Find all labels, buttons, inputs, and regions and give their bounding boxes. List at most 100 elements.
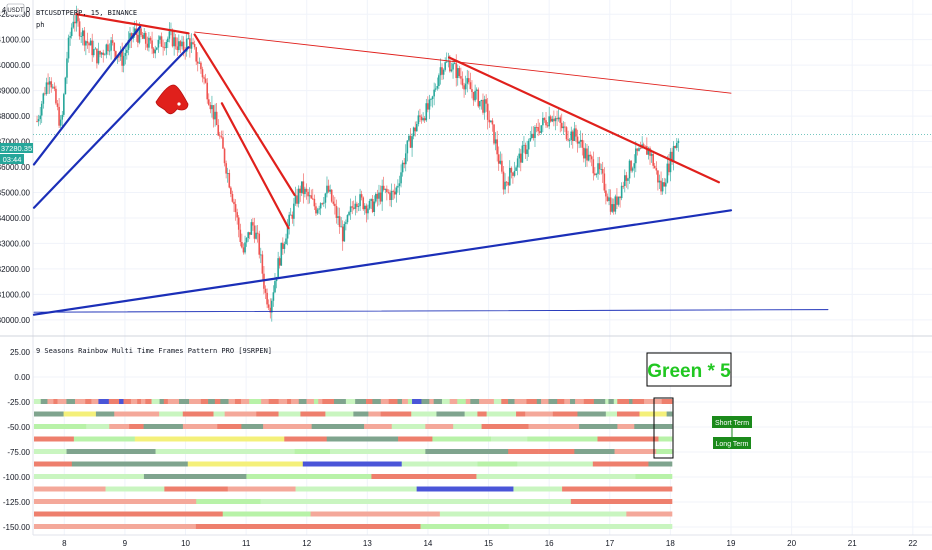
heatmap-cell <box>644 399 655 404</box>
candle-body <box>264 288 267 293</box>
candle-body <box>624 175 626 187</box>
heatmap-cell <box>66 399 76 404</box>
candle-body <box>209 104 212 110</box>
candle-body <box>422 118 424 121</box>
heatmap-cell <box>491 436 528 442</box>
red-marker-shape[interactable] <box>155 84 189 115</box>
candle-body <box>534 126 536 138</box>
candle-body <box>502 171 505 190</box>
heatmap-cell <box>318 399 323 404</box>
indicator-tick-label: 25.00 <box>10 348 31 357</box>
candle-body <box>592 159 595 174</box>
time-tick-label: 11 <box>242 539 251 548</box>
candle-body <box>255 232 257 239</box>
candle-body <box>409 135 412 148</box>
heatmap-cell <box>34 424 87 429</box>
candle-body <box>367 208 369 214</box>
candle-body <box>516 158 519 168</box>
indicator-label[interactable]: ph <box>36 21 44 29</box>
trendlines[interactable] <box>32 13 829 316</box>
candle-body <box>204 78 207 83</box>
candle-body <box>460 76 462 79</box>
candle-body <box>118 56 120 58</box>
candle-body <box>107 44 109 51</box>
candle-body <box>512 172 514 176</box>
heatmap-cell <box>416 486 514 492</box>
candle-body <box>141 34 144 39</box>
latest-columns-highlight-box[interactable] <box>653 397 674 459</box>
candle-body <box>499 160 502 164</box>
candle-body <box>373 201 376 212</box>
heatmap-cell <box>167 399 180 404</box>
candle-body <box>214 111 216 120</box>
blue-trendline <box>32 25 142 166</box>
heatmap-cell <box>186 449 239 454</box>
short-term-tag[interactable] <box>712 416 752 428</box>
heatmap-cell <box>130 399 138 404</box>
candle-body <box>674 145 677 148</box>
candle-body <box>67 37 70 59</box>
heatmap-cell <box>453 424 482 429</box>
heatmap-cell <box>119 399 124 404</box>
heatmap-cell <box>464 411 478 417</box>
heatmap-cell <box>391 424 426 429</box>
candle-body <box>102 52 105 55</box>
candle-body <box>201 69 204 78</box>
candle-body <box>560 122 563 129</box>
candle-body <box>319 203 322 209</box>
heatmap-cell <box>34 474 145 479</box>
price-axis[interactable] <box>0 0 33 550</box>
heatmap-cell <box>429 399 434 404</box>
heatmap-cell <box>371 474 477 479</box>
candle-body <box>305 188 308 192</box>
currency-badge[interactable] <box>6 3 25 16</box>
candle-body <box>620 185 623 199</box>
candle-body <box>236 212 238 218</box>
candle-body <box>384 188 387 190</box>
heatmap-cell <box>34 399 42 404</box>
heatmap-cell <box>355 399 367 404</box>
candle-body <box>171 30 174 47</box>
candle-body <box>259 254 262 256</box>
heatmap-cell <box>648 461 673 467</box>
candle-body <box>449 60 451 72</box>
candle-body <box>590 156 593 160</box>
heatmap-cell <box>144 511 224 517</box>
heatmap-cell <box>577 411 607 417</box>
indicator-title[interactable]: 9 Seasons Rainbow Multi Time Frames Patt… <box>36 347 272 355</box>
candle-body <box>83 30 86 46</box>
candle-body <box>69 36 71 38</box>
candle-body <box>248 232 251 235</box>
heatmap-cell <box>526 399 538 404</box>
candle-body <box>121 51 123 66</box>
indicator-tick-label: -50.00 <box>7 423 30 432</box>
candle-body <box>379 192 382 202</box>
symbol-title[interactable]: BTCUSDTPERP, 15, BINANCE <box>36 9 137 17</box>
indicator-tick-label: -125.00 <box>3 498 31 507</box>
heatmap-cell <box>326 436 399 442</box>
candle-body <box>371 199 374 212</box>
heatmap-cell <box>634 424 673 429</box>
candle-body <box>217 125 220 136</box>
heatmap-cell <box>420 524 510 529</box>
candle-body <box>638 148 640 151</box>
candle-body <box>195 47 197 62</box>
price-tick-label: 40000.00 <box>0 61 31 70</box>
candle-body <box>622 185 625 187</box>
callout-box[interactable] <box>646 352 732 387</box>
heatmap-cell <box>538 449 575 454</box>
long-term-tag[interactable] <box>713 437 751 449</box>
red-marker-dot <box>177 102 181 106</box>
candle-body <box>80 36 82 37</box>
candle-body <box>594 173 596 175</box>
time-axis[interactable]: 8 9 10 11 12 13 14 15 16 17 18 19 20 21 22 <box>62 539 918 548</box>
candle-body <box>483 99 486 113</box>
candle-body <box>568 140 571 141</box>
heatmap-cell <box>626 511 673 517</box>
candle-body <box>468 78 470 83</box>
candle-body <box>540 125 543 133</box>
candle-body <box>241 242 243 248</box>
heatmap-cell <box>398 436 433 442</box>
heatmap-cell <box>453 399 458 404</box>
